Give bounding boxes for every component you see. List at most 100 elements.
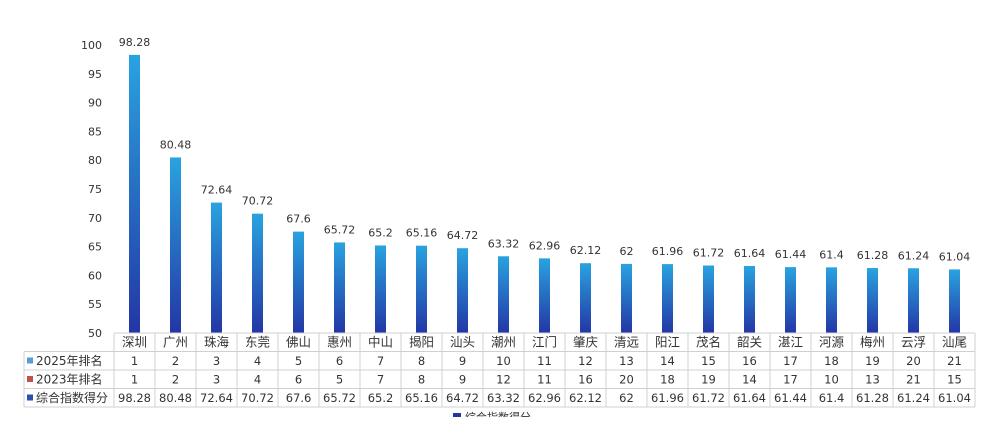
- y-tick-label: 70: [88, 212, 102, 225]
- bar: [621, 263, 632, 333]
- table-cell: 19: [701, 373, 716, 387]
- x-tick-label: 汕尾: [942, 335, 967, 350]
- table-cell: 17: [783, 354, 798, 368]
- table-cell: 21: [947, 354, 962, 368]
- table-cell: 3: [213, 373, 220, 387]
- legend-marker: [27, 376, 33, 382]
- x-tick-label: 潮州: [491, 335, 516, 350]
- x-tick-label: 云浮: [901, 335, 926, 350]
- table-cell: 13: [865, 373, 880, 387]
- data-label: 62.12: [570, 244, 602, 257]
- x-tick-label: 肇庆: [573, 335, 599, 350]
- table-row-label: 2025年排名: [36, 353, 103, 368]
- legend-marker: [453, 413, 461, 421]
- table-cell: 70.72: [241, 391, 274, 405]
- x-tick-label: 梅州: [860, 335, 885, 350]
- x-tick-label: 珠海: [204, 335, 230, 350]
- table-cell: 7: [377, 373, 384, 387]
- table-cell: 8: [418, 354, 425, 368]
- bar: [252, 213, 263, 333]
- table-cell: 10: [496, 354, 511, 368]
- x-tick-label: 茂名: [696, 335, 721, 350]
- table-cell: 62.96: [528, 391, 561, 405]
- table-cell: 61.96: [651, 391, 684, 405]
- table-row-label: 综合指数得分: [36, 390, 108, 405]
- table-cell: 65.2: [368, 391, 394, 405]
- table-cell: 16: [742, 354, 757, 368]
- legend-label: 综合指数得分: [465, 410, 531, 417]
- table-cell: 11: [537, 354, 552, 368]
- data-label: 61.24: [898, 249, 930, 262]
- x-tick-label: 东莞: [245, 335, 270, 350]
- table-cell: 9: [459, 373, 466, 387]
- table-cell: 5: [336, 373, 343, 387]
- data-label: 65.2: [368, 226, 393, 239]
- data-label: 62.96: [529, 239, 561, 252]
- data-label: 80.48: [160, 138, 192, 151]
- table-cell: 72.64: [200, 391, 233, 405]
- table-cell: 2: [172, 354, 179, 368]
- table-cell: 17: [783, 373, 798, 387]
- table-cell: 21: [906, 373, 921, 387]
- table-cell: 5: [295, 354, 302, 368]
- data-label: 64.72: [447, 229, 479, 242]
- y-tick-label: 55: [88, 298, 102, 311]
- table-cell: 12: [496, 373, 511, 387]
- table-cell: 6: [336, 354, 343, 368]
- table-cell: 62.12: [569, 391, 602, 405]
- x-tick-label: 河源: [819, 335, 845, 350]
- y-tick-label: 75: [88, 183, 102, 196]
- table-cell: 8: [418, 373, 425, 387]
- table-cell: 20: [906, 354, 921, 368]
- table-cell: 19: [865, 354, 880, 368]
- table-cell: 9: [459, 354, 466, 368]
- table-cell: 62: [619, 391, 634, 405]
- bar: [375, 245, 386, 333]
- table-cell: 18: [824, 354, 839, 368]
- x-tick-label: 汕头: [450, 335, 475, 350]
- bar: [826, 267, 837, 333]
- table-cell: 15: [701, 354, 716, 368]
- legend-marker: [27, 394, 33, 401]
- table-cell: 4: [254, 354, 261, 368]
- bar: [170, 157, 181, 333]
- bar: [703, 265, 714, 333]
- x-tick-label: 深圳: [122, 335, 147, 350]
- table-cell: 10: [824, 373, 839, 387]
- table-cell: 61.44: [774, 391, 807, 405]
- bar: [498, 256, 509, 333]
- x-tick-label: 佛山: [286, 335, 311, 350]
- y-tick-label: 95: [88, 68, 102, 81]
- data-label: 70.72: [242, 195, 274, 208]
- data-label: 65.72: [324, 223, 356, 236]
- table-cell: 65.16: [405, 391, 438, 405]
- table-cell: 61.72: [692, 391, 725, 405]
- y-tick-label: 85: [88, 125, 102, 138]
- table-cell: 14: [660, 354, 675, 368]
- legend-marker: [27, 357, 33, 364]
- table-cell: 16: [578, 373, 593, 387]
- x-tick-label: 揭阳: [409, 335, 434, 350]
- x-tick-label: 阳江: [655, 335, 680, 350]
- table-cell: 67.6: [286, 391, 312, 405]
- x-tick-label: 中山: [368, 335, 393, 350]
- data-label: 65.16: [406, 227, 438, 240]
- bar: [867, 268, 878, 333]
- y-tick-label: 50: [88, 327, 102, 340]
- bar: [744, 265, 755, 333]
- data-label: 98.28: [119, 36, 151, 49]
- data-label: 61.64: [734, 247, 766, 260]
- bar: [949, 269, 960, 333]
- data-label: 72.64: [201, 184, 233, 197]
- bar: [334, 242, 345, 333]
- x-tick-label: 惠州: [327, 335, 352, 350]
- x-tick-label: 清远: [614, 335, 640, 350]
- table-cell: 7: [377, 354, 384, 368]
- table-cell: 14: [742, 373, 757, 387]
- table-cell: 11: [537, 373, 552, 387]
- data-label: 67.6: [286, 213, 311, 226]
- data-label: 61.4: [819, 248, 844, 261]
- y-tick-label: 65: [88, 241, 102, 254]
